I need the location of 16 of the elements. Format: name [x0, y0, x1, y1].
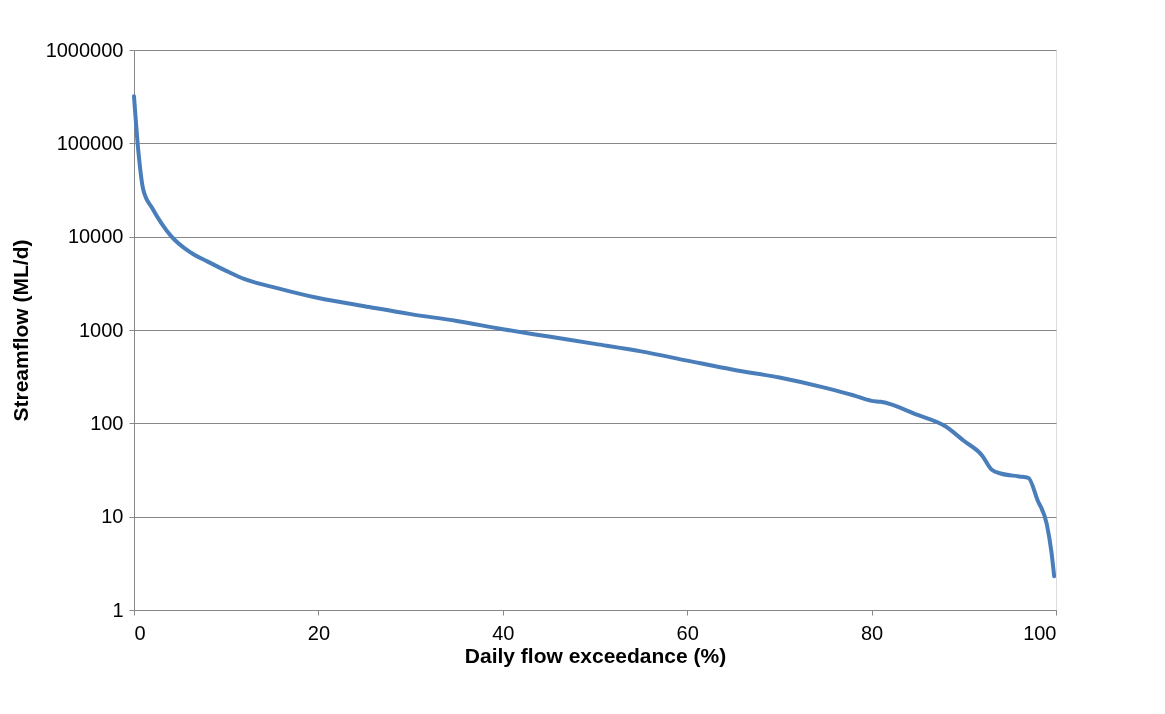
y-axis-title: Streamflow (ML/d) [8, 239, 32, 422]
y-tick-label: 100 [90, 411, 124, 434]
x-axis-title: Daily flow exceedance (%) [464, 643, 727, 667]
x-tick-label: 60 [676, 621, 699, 644]
x-tick-label: 80 [860, 621, 884, 644]
y-tick-label: 1000 [79, 318, 124, 341]
y-tick-label: 1000000 [45, 38, 124, 61]
x-tick-label: 0 [134, 621, 146, 644]
x-tick-label: 20 [307, 621, 331, 644]
x-tick-label: 40 [492, 621, 515, 644]
line-series [132, 94, 1057, 579]
y-tick-label: 100000 [56, 131, 124, 154]
y-tick-label: 10000 [67, 225, 124, 248]
y-tick-label: 10 [101, 505, 124, 528]
x-tick-label: 100 [1023, 621, 1057, 644]
y-tick-label: 1 [112, 598, 124, 621]
